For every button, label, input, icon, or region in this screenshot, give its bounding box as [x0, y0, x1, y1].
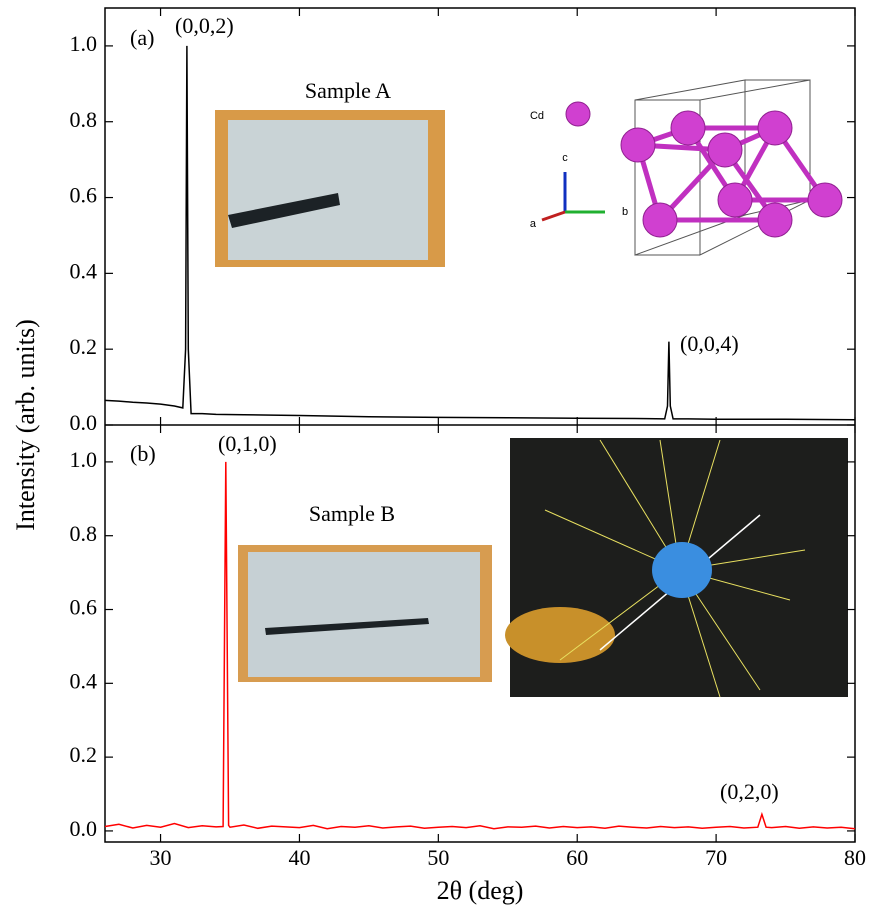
inset-label: a: [530, 218, 537, 230]
x-axis-label: 2θ (deg): [437, 876, 524, 905]
x-tick-label: 50: [427, 845, 449, 870]
peak-label: (0,1,0): [218, 431, 277, 456]
y-tick-label: 0.0: [70, 410, 98, 435]
x-tick-label: 40: [288, 845, 310, 870]
peak-label: (0,0,2): [175, 13, 234, 38]
x-tick-label: 70: [705, 845, 727, 870]
crystal-structure: [541, 79, 843, 256]
inset-title: Sample A: [305, 78, 391, 103]
xrd-line: [104, 45, 856, 421]
x-tick-label: 30: [150, 845, 172, 870]
y-tick-label: 0.0: [70, 816, 98, 841]
y-tick-label: 1.0: [70, 447, 98, 472]
diffraction-photo: [505, 438, 848, 698]
peak-label: (0,0,4): [680, 331, 739, 356]
y-tick-label: 0.4: [70, 258, 98, 283]
x-tick-label: 60: [566, 845, 588, 870]
inset-label: b: [622, 206, 628, 218]
inset-title: Sample B: [309, 501, 395, 526]
panel-label: (a): [130, 25, 154, 50]
x-tick-label: 80: [844, 845, 866, 870]
panel-label: (b): [130, 441, 156, 466]
inset-label: c: [562, 152, 568, 164]
y-tick-label: 0.6: [70, 183, 98, 208]
y-tick-label: 0.2: [70, 742, 98, 767]
inset-label: Cd: [530, 110, 544, 122]
y-tick-label: 0.8: [70, 107, 98, 132]
sample-a-photo: [215, 110, 445, 267]
xrd-line: [104, 461, 856, 830]
y-tick-label: 0.4: [70, 668, 98, 693]
peak-label: (0,2,0): [720, 779, 779, 804]
y-tick-label: 0.2: [70, 334, 98, 359]
y-axis-label: Intensity (arb. units): [11, 319, 40, 531]
y-tick-label: 1.0: [70, 31, 98, 56]
y-tick-label: 0.6: [70, 595, 98, 620]
sample-b-photo: [238, 545, 492, 682]
y-tick-label: 0.8: [70, 521, 98, 546]
